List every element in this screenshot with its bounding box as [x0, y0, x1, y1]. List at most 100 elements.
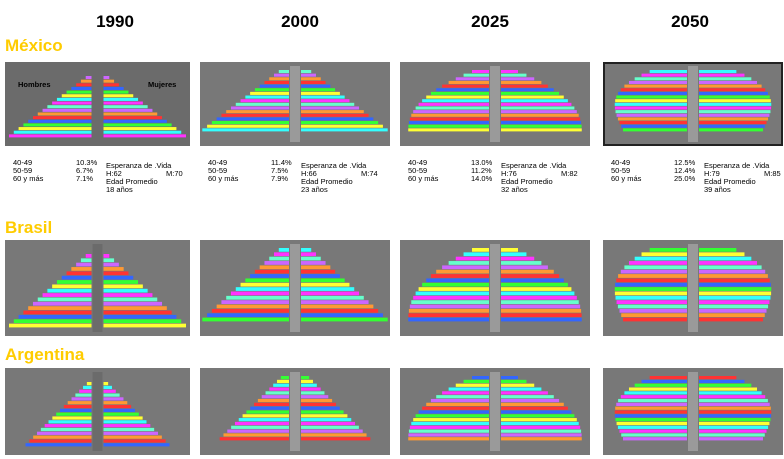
- pyramid-bar-right: [501, 91, 560, 95]
- pyramid-bar-right: [301, 282, 350, 287]
- pyramid-bar-right: [501, 383, 535, 387]
- pyramid-bar-right: [103, 416, 143, 420]
- pyramid-bar-left: [269, 256, 289, 261]
- pyramid-bar-right: [501, 102, 572, 106]
- pyramid-bar-right: [301, 121, 379, 125]
- pyramid-bar-right: [501, 304, 581, 309]
- pyramid-bar-left: [614, 291, 687, 296]
- women-label: Mujeres: [148, 80, 177, 89]
- pyramid-bar-right: [103, 389, 116, 393]
- pyramid-bar-right: [501, 429, 582, 433]
- pyramid-bar-left: [617, 425, 687, 429]
- pyramid-bar-left: [273, 383, 289, 387]
- pyramid-bar-left: [254, 269, 289, 274]
- age-share: 11.4%: [271, 158, 292, 167]
- pyramid-bar-left: [408, 124, 489, 128]
- pyramid-bar-right: [699, 73, 745, 77]
- pyramid-bar-left: [614, 106, 687, 110]
- pyramid-bar-right: [699, 383, 752, 387]
- pyramid-bar-right: [301, 402, 336, 406]
- pyramid-bar-left: [29, 439, 92, 443]
- pyramid-bar-right: [501, 113, 579, 117]
- pyramid-bar-left: [37, 297, 92, 302]
- country-name: Argentina: [5, 345, 85, 364]
- pyramid-bar-left: [408, 313, 489, 318]
- pyramid-bar-right: [699, 395, 766, 399]
- pyramid-bar-left: [86, 382, 92, 386]
- pyramid-bar-left: [411, 421, 489, 426]
- pyramid-bar-right: [103, 94, 134, 98]
- pyramid-bar-right: [103, 420, 147, 424]
- pyramid-bar-left: [28, 306, 92, 310]
- center-gap: [290, 372, 300, 451]
- pyramid-bar-right: [301, 84, 331, 88]
- pyramid-bar-left: [202, 317, 289, 322]
- pyramid-bar-left: [614, 414, 687, 418]
- pyramid-bar-right: [103, 382, 109, 386]
- pyramid-bar-left: [254, 402, 289, 406]
- pyramid-bar-right: [699, 248, 737, 252]
- age-share: 13.0%: [471, 158, 493, 167]
- pyramid-bar-right: [501, 110, 577, 114]
- pyramid-bar-left: [448, 387, 489, 391]
- pyramid-bar-left: [269, 77, 289, 81]
- pyramid-bar-left: [408, 308, 489, 313]
- pyramid-bar-left: [48, 420, 92, 424]
- pyramid-bar-left: [37, 112, 92, 116]
- pyramid-bar-right: [103, 271, 129, 276]
- pyramid-bar-right: [501, 291, 575, 296]
- pyramid-bar-right: [301, 106, 360, 110]
- age-range: 50-59: [208, 166, 228, 175]
- pyramid-bar-left: [269, 387, 289, 391]
- pyramid-bar-right: [699, 295, 771, 300]
- pyramid-bar-right: [699, 402, 770, 406]
- age-share: 12.5%: [674, 158, 696, 167]
- pyramid-bar-right: [501, 313, 582, 318]
- pyramid-bar-left: [9, 323, 92, 328]
- pyramid-bar-right: [301, 110, 364, 114]
- pyramid-bar-left: [235, 102, 289, 106]
- pyramid-bar-right: [501, 117, 581, 121]
- pyramid-bar-left: [226, 295, 289, 300]
- pyramid-bar-left: [436, 395, 489, 399]
- pyramid-bar-left: [274, 252, 289, 257]
- pyramid-bar-right: [699, 117, 769, 121]
- life-label: Esperanza de .Vida: [106, 161, 172, 170]
- pyramid-bar-left: [413, 110, 489, 114]
- pyramid-bar-left: [76, 83, 92, 87]
- pyramid-bar-right: [699, 84, 762, 88]
- pyramid-bar-right: [301, 387, 321, 391]
- age-value: 18 años: [106, 185, 133, 194]
- pyramid-bar-right: [501, 317, 582, 322]
- pyramid-bar-left: [83, 385, 92, 390]
- pyramid-bar-left: [616, 278, 687, 283]
- center-gap: [688, 244, 698, 332]
- pyramid-bar-right: [501, 287, 572, 291]
- pyramid-bar-left: [472, 70, 489, 74]
- age-range: 50-59: [13, 166, 33, 175]
- pyramid-bar-right: [103, 254, 110, 258]
- pyramid-bar-right: [699, 376, 737, 380]
- pyramid-bar-left: [455, 383, 489, 387]
- pyramid-bar-right: [699, 106, 772, 110]
- pyramid-bar-left: [448, 261, 489, 265]
- pyramid-bar-left: [40, 427, 92, 432]
- pyramid-bar-left: [641, 73, 687, 77]
- age-range: 60 y más: [13, 174, 44, 183]
- pyramid-bar-left: [80, 79, 92, 83]
- pyramid-bar-right: [699, 128, 763, 132]
- pyramid-bar-left: [56, 97, 92, 101]
- pyramid-bar-right: [103, 258, 115, 263]
- pyramid-bar-left: [47, 105, 92, 109]
- pyramid-bar-left: [442, 265, 489, 270]
- pyramid-bar-left: [259, 84, 289, 88]
- age-label: Edad Promedio: [704, 177, 756, 186]
- pyramid-bar-right: [301, 287, 355, 291]
- pyramid-bar-left: [408, 121, 489, 125]
- pyramid-bar-right: [699, 406, 771, 410]
- pyramid-bar-right: [301, 391, 325, 395]
- pyramid-bar-right: [103, 123, 172, 127]
- pyramid-bar-right: [103, 293, 153, 297]
- pyramid-bar-left: [614, 287, 687, 291]
- pyramid-bar-right: [301, 437, 371, 441]
